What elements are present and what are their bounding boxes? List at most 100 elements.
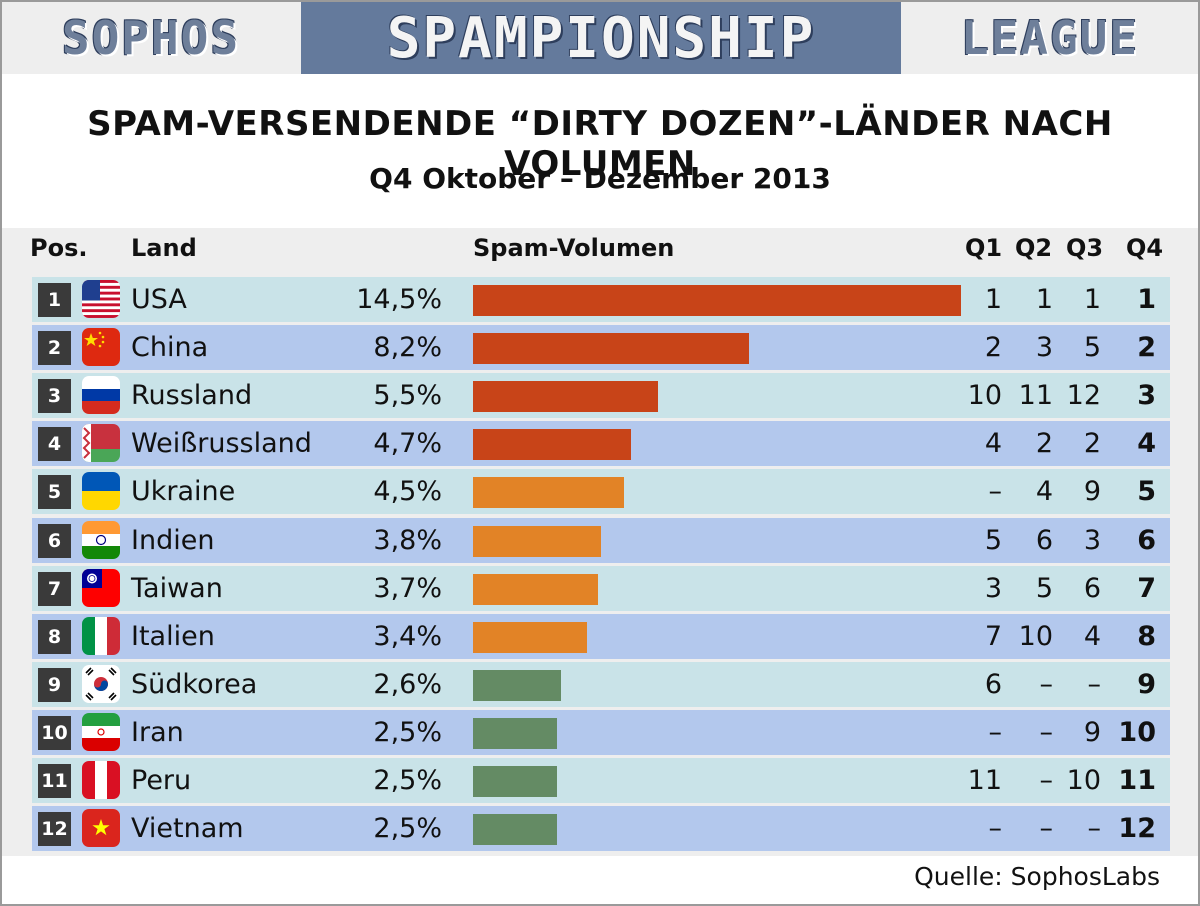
russia-flag-icon	[82, 376, 120, 415]
rank-q3: –	[1087, 668, 1102, 700]
table-row: 12 Vietnam 2,5% – – –12	[32, 806, 1170, 852]
position-badge: 4	[38, 427, 71, 462]
rank-q2: –	[1039, 668, 1054, 700]
position-badge: 7	[38, 571, 71, 606]
volume-bar	[473, 429, 632, 461]
chart-subtitle: Q4 Oktober – Dezember 2013	[369, 162, 831, 195]
rank-q3: 2	[1083, 428, 1101, 460]
rank-q4: 9	[1137, 668, 1156, 700]
country-label: Weißrussland	[131, 428, 312, 460]
country-label: Italien	[131, 620, 215, 652]
rank-q1: 5	[984, 524, 1002, 556]
rank-q4: 10	[1118, 716, 1156, 748]
position-badge: 11	[38, 764, 71, 798]
rank-q1: 4	[984, 428, 1002, 460]
country-label: Peru	[131, 765, 192, 796]
position-badge: 2	[38, 331, 71, 366]
table-row: 1 USA 14,5% 1 1 1 1	[32, 277, 1170, 322]
position-badge: 9	[38, 667, 71, 702]
country-label: Russland	[131, 380, 253, 412]
volume-percent-label: 2,6%	[373, 668, 442, 700]
volume-percent-label: 2,5%	[373, 813, 442, 845]
header-pos: Pos.	[30, 234, 88, 262]
rank-q1: 7	[984, 620, 1002, 652]
table-row: 8 Italien 3,4% 7 10 4 8	[32, 613, 1170, 659]
position-badge: 10	[38, 715, 71, 750]
rank-q4: 2	[1137, 332, 1156, 364]
volume-bar	[473, 717, 558, 749]
rank-q1: 6	[984, 668, 1002, 700]
italy-flag-icon	[82, 616, 120, 655]
rank-q1: 1	[984, 284, 1002, 315]
header-q3: Q3	[1066, 234, 1104, 262]
country-label: Ukraine	[131, 476, 236, 508]
country-label: Südkorea	[131, 668, 258, 700]
table-row: 3 Russland 5,5% 10 11 12 3	[32, 373, 1170, 419]
rank-q1: 2	[984, 332, 1002, 364]
position-badge: 1	[38, 283, 71, 317]
position-badge: 8	[38, 619, 71, 654]
volume-percent-label: 5,5%	[373, 380, 442, 412]
rank-q3: 6	[1083, 572, 1101, 604]
country-label: Iran	[131, 716, 184, 748]
india-flag-icon	[82, 520, 120, 559]
rank-q3: 10	[1066, 765, 1101, 796]
taiwan-flag-icon	[82, 568, 120, 607]
rank-q4: 6	[1137, 524, 1156, 556]
rank-q3: 12	[1066, 380, 1101, 412]
position-badge: 3	[38, 379, 71, 414]
volume-percent-label: 8,2%	[373, 332, 442, 364]
header-q1: Q1	[965, 234, 1003, 262]
header-land: Land	[131, 234, 197, 262]
source-note: Quelle: SophosLabs	[914, 862, 1160, 891]
rank-q4: 12	[1118, 813, 1156, 845]
rank-q1: –	[988, 716, 1003, 748]
volume-bar	[473, 766, 558, 797]
header-q2: Q2	[1015, 234, 1053, 262]
volume-percent-label: 4,5%	[373, 476, 442, 508]
volume-percent-label: 3,7%	[373, 572, 442, 604]
banner: SOPHOS SPAMPIONSHIP LEAGUE	[2, 2, 1198, 74]
usa-flag-icon	[82, 280, 120, 318]
rank-q2: 11	[1018, 380, 1053, 412]
volume-bar	[473, 621, 588, 653]
rank-q3: –	[1087, 813, 1102, 845]
table-row: 10 Iran 2,5% – –9 10	[32, 709, 1170, 755]
rank-q1: 3	[984, 572, 1002, 604]
rank-q1: –	[988, 813, 1003, 845]
position-badge: 5	[38, 475, 71, 510]
rank-q4: 8	[1137, 620, 1156, 652]
volume-bar	[473, 814, 558, 846]
rank-q4: 3	[1137, 380, 1156, 412]
rank-q1: 11	[967, 765, 1002, 796]
ukraine-flag-icon	[82, 472, 120, 511]
table-row: 6 Indien 3,8% 5 6 3 6	[32, 517, 1170, 563]
rank-q2: 10	[1018, 620, 1053, 652]
rank-q2: 4	[1035, 476, 1053, 508]
rank-q2: 3	[1035, 332, 1053, 364]
country-label: China	[131, 332, 209, 364]
position-badge: 6	[38, 523, 71, 558]
banner-middle-logo: SPAMPIONSHIP	[301, 2, 901, 74]
rank-q4: 11	[1118, 765, 1156, 796]
volume-percent-label: 2,5%	[373, 716, 442, 748]
rank-q4: 5	[1137, 476, 1156, 508]
rank-q2: –	[1039, 716, 1054, 748]
volume-bar	[473, 285, 961, 316]
volume-bar	[473, 333, 749, 365]
volume-percent-label: 3,4%	[373, 620, 442, 652]
rank-q2: –	[1039, 765, 1054, 796]
china-flag-icon	[82, 328, 120, 367]
rank-q4: 4	[1137, 428, 1156, 460]
volume-percent-label: 14,5%	[356, 284, 442, 315]
rank-q2: –	[1039, 813, 1054, 845]
rank-q1: –	[988, 476, 1003, 508]
rank-q3: 1	[1083, 284, 1101, 315]
chart-title: SPAM-VERSENDENDE “DIRTY DOZEN”-LÄNDER NA…	[87, 104, 1113, 184]
table-row: 9 Südkorea 2,6% 6 – – 9	[32, 661, 1170, 707]
table-row: 11 Peru 2,5% 11 –10 11	[32, 758, 1170, 803]
rank-q3: 9	[1083, 716, 1101, 748]
country-label: Taiwan	[131, 572, 223, 604]
peru-flag-icon	[82, 761, 120, 799]
